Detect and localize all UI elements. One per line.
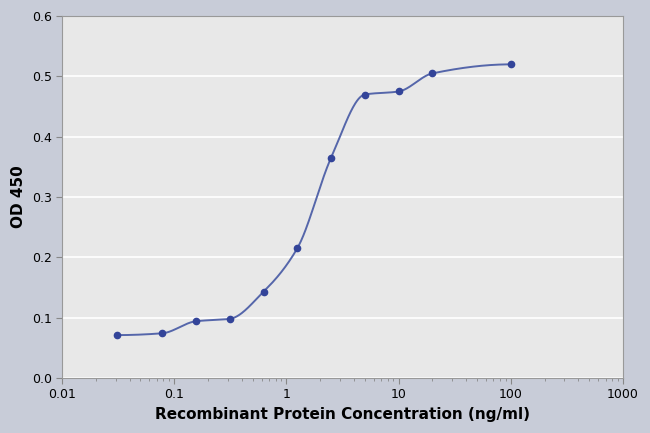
X-axis label: Recombinant Protein Concentration (ng/ml): Recombinant Protein Concentration (ng/ml… xyxy=(155,407,530,422)
Y-axis label: OD 450: OD 450 xyxy=(11,166,26,228)
